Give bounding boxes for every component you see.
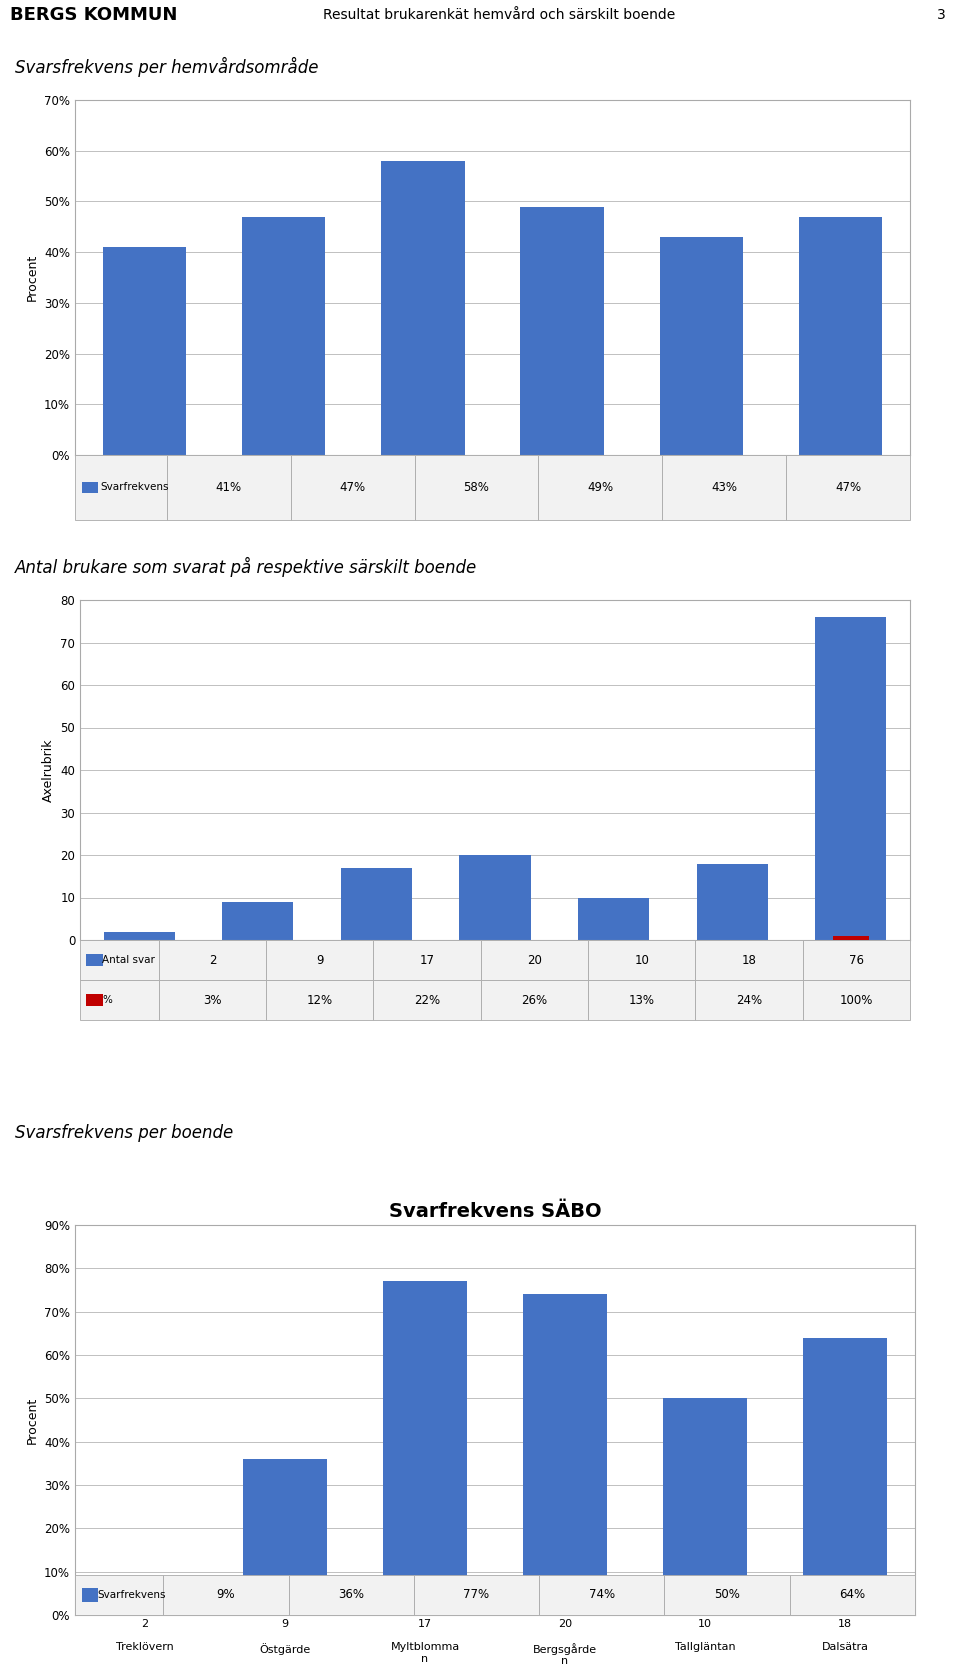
Bar: [104, 931, 175, 941]
Bar: [80, 941, 158, 979]
Bar: [85, 954, 103, 966]
Bar: [103, 247, 186, 455]
Bar: [75, 455, 167, 520]
Bar: [815, 617, 886, 941]
Text: 18: 18: [742, 954, 756, 966]
Bar: [695, 941, 803, 979]
Text: Antal svar: Antal svar: [102, 956, 155, 964]
Text: 50%: 50%: [714, 1589, 740, 1601]
Bar: [381, 160, 465, 455]
Text: 64%: 64%: [839, 1589, 865, 1601]
Text: 17: 17: [420, 954, 435, 966]
Bar: [663, 1399, 747, 1614]
Bar: [415, 455, 539, 520]
Text: Svarfrekvens: Svarfrekvens: [101, 483, 169, 493]
Bar: [588, 941, 695, 979]
Title: Svarfrekvens SÄBO: Svarfrekvens SÄBO: [389, 1201, 601, 1222]
Text: 24%: 24%: [736, 994, 762, 1006]
Text: 12%: 12%: [307, 994, 333, 1006]
Text: 13%: 13%: [629, 994, 655, 1006]
Bar: [341, 867, 412, 941]
Bar: [158, 979, 266, 1019]
Text: 22%: 22%: [414, 994, 441, 1006]
Bar: [85, 994, 103, 1006]
Text: 3%: 3%: [204, 994, 222, 1006]
Bar: [158, 941, 266, 979]
Text: Svarsfrekvens per hemvårdsområde: Svarsfrekvens per hemvårdsområde: [15, 57, 319, 77]
Bar: [790, 1576, 915, 1614]
Bar: [82, 481, 98, 493]
Bar: [460, 856, 531, 941]
Bar: [414, 1576, 540, 1614]
Text: 47%: 47%: [340, 481, 366, 495]
Bar: [695, 979, 803, 1019]
Text: Resultat brukarenkät hemvård och särskilt boende: Resultat brukarenkät hemvård och särskil…: [324, 8, 675, 22]
Bar: [578, 897, 649, 941]
Bar: [523, 1295, 607, 1614]
Text: 26%: 26%: [521, 994, 547, 1006]
Text: Antal brukare som svarat på respektive särskilt boende: Antal brukare som svarat på respektive s…: [15, 558, 477, 578]
Text: 43%: 43%: [711, 481, 737, 495]
Bar: [803, 1338, 887, 1614]
Bar: [588, 979, 695, 1019]
Bar: [697, 864, 768, 941]
Bar: [540, 1576, 664, 1614]
Text: Svarfrekvens: Svarfrekvens: [97, 1591, 165, 1601]
Text: BERGS KOMMUN: BERGS KOMMUN: [10, 7, 177, 23]
Y-axis label: Procent: Procent: [26, 254, 38, 301]
Bar: [223, 902, 294, 941]
Bar: [291, 455, 415, 520]
Bar: [520, 207, 604, 455]
Bar: [803, 941, 910, 979]
Text: 76: 76: [849, 954, 864, 966]
Bar: [242, 217, 325, 455]
Text: 47%: 47%: [835, 481, 861, 495]
Bar: [786, 455, 910, 520]
Text: 100%: 100%: [840, 994, 873, 1006]
Bar: [103, 1576, 187, 1614]
Text: 10: 10: [635, 954, 649, 966]
Bar: [481, 941, 588, 979]
Bar: [660, 237, 743, 455]
Bar: [539, 455, 662, 520]
Text: 58%: 58%: [464, 481, 490, 495]
Text: 74%: 74%: [588, 1589, 614, 1601]
Text: 9%: 9%: [217, 1589, 235, 1601]
Bar: [373, 979, 481, 1019]
Bar: [481, 979, 588, 1019]
Text: 41%: 41%: [216, 481, 242, 495]
Bar: [82, 1587, 98, 1602]
Bar: [799, 217, 882, 455]
Y-axis label: Procent: Procent: [26, 1397, 38, 1444]
Text: %: %: [102, 994, 112, 1004]
Text: 36%: 36%: [338, 1589, 364, 1601]
Bar: [662, 455, 786, 520]
Text: 2: 2: [208, 954, 216, 966]
Bar: [243, 1459, 327, 1614]
Text: 49%: 49%: [588, 481, 613, 495]
Bar: [383, 1282, 467, 1614]
Bar: [664, 1576, 790, 1614]
Text: Svarsfrekvens per boende: Svarsfrekvens per boende: [15, 1125, 233, 1143]
Bar: [266, 941, 373, 979]
Text: 9: 9: [316, 954, 324, 966]
Bar: [75, 1576, 163, 1614]
Text: 20: 20: [527, 954, 541, 966]
Text: 77%: 77%: [464, 1589, 490, 1601]
Bar: [167, 455, 291, 520]
Bar: [803, 979, 910, 1019]
Bar: [833, 936, 869, 941]
Bar: [266, 979, 373, 1019]
Bar: [80, 979, 158, 1019]
Bar: [373, 941, 481, 979]
Bar: [289, 1576, 414, 1614]
Y-axis label: Axelrubrik: Axelrubrik: [41, 739, 55, 802]
Bar: [163, 1576, 289, 1614]
Text: 3: 3: [937, 8, 946, 22]
